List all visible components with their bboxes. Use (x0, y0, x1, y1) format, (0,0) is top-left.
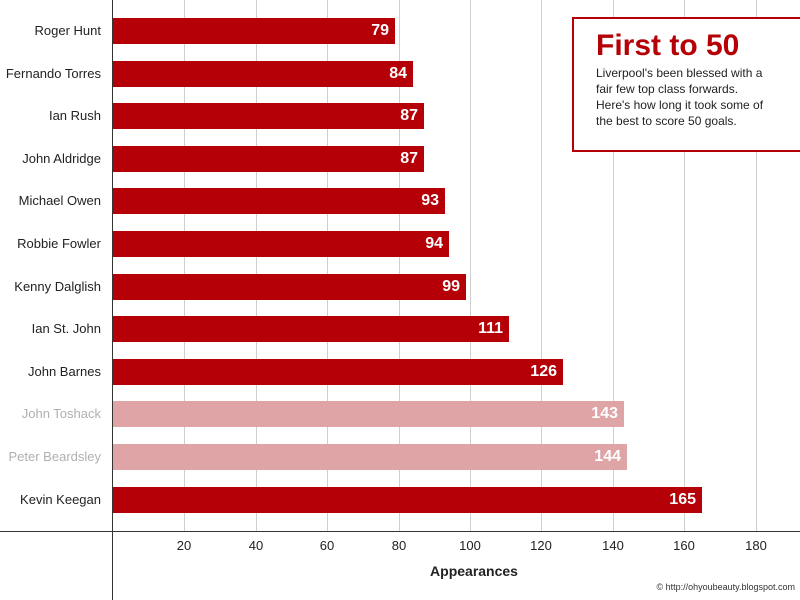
credit-text: © http://ohyoubeauty.blogspot.com (656, 582, 795, 592)
bar-value-label: 87 (400, 150, 418, 167)
category-label: Ian St. John (31, 321, 101, 336)
category-label: John Toshack (21, 406, 101, 421)
bar: 84 (113, 61, 413, 87)
bar-value-label: 126 (530, 363, 557, 380)
x-tick-label: 20 (176, 538, 192, 553)
x-tick-label: 140 (602, 538, 624, 553)
bar-value-label: 84 (389, 65, 407, 82)
bar: 87 (113, 146, 424, 172)
bar: 165 (113, 487, 702, 513)
gridline (256, 0, 257, 531)
category-label: Michael Owen (18, 193, 101, 208)
x-tick-label: 180 (745, 538, 767, 553)
bar: 126 (113, 359, 563, 385)
x-tick-label: 160 (673, 538, 695, 553)
bar-value-label: 87 (400, 107, 418, 124)
category-label: Roger Hunt (34, 23, 101, 38)
x-tick-label: 120 (530, 538, 552, 553)
y-axis-line (112, 0, 113, 600)
bar-value-label: 165 (669, 491, 696, 508)
bar-value-label: 144 (594, 448, 621, 465)
x-tick-label: 40 (248, 538, 264, 553)
category-label: Kenny Dalglish (14, 279, 101, 294)
x-axis-line (0, 531, 800, 532)
category-label: Peter Beardsley (8, 449, 102, 464)
gridline (756, 0, 757, 531)
bar-value-label: 99 (442, 278, 460, 295)
category-label: Fernando Torres (5, 66, 101, 81)
bar-value-label: 94 (425, 235, 443, 252)
x-tick-label: 60 (319, 538, 335, 553)
info-box: First to 50 Liverpool's been blessed wit… (572, 17, 800, 152)
category-label: John Aldridge (22, 151, 101, 166)
bar: 94 (113, 231, 449, 257)
x-tick-label: 80 (391, 538, 407, 553)
bar-value-label: 143 (591, 405, 618, 422)
gridline (470, 0, 471, 531)
gridline (613, 0, 614, 531)
bar-value-label: 79 (371, 22, 389, 39)
gridline (399, 0, 400, 531)
bar: 111 (113, 316, 509, 342)
gridline (684, 0, 685, 531)
category-label: John Barnes (28, 364, 101, 379)
category-label: Robbie Fowler (17, 236, 101, 251)
bar-value-label: 111 (478, 320, 503, 337)
gridline (541, 0, 542, 531)
chart-title: First to 50 (596, 29, 740, 62)
gridline (327, 0, 328, 531)
bar: 87 (113, 103, 424, 129)
category-label: Kevin Keegan (20, 492, 101, 507)
bar-value-label: 93 (421, 192, 439, 209)
chart-subtitle: Liverpool's been blessed with a fair few… (596, 66, 764, 128)
category-label: Ian Rush (48, 108, 101, 123)
gridline (184, 0, 185, 531)
x-axis-title: Appearances (430, 563, 518, 579)
bar: 99 (113, 274, 466, 300)
bar: 143 (113, 401, 624, 427)
bar: 93 (113, 188, 445, 214)
bar: 79 (113, 18, 395, 44)
bar: 144 (113, 444, 627, 470)
x-tick-label: 100 (459, 538, 481, 553)
